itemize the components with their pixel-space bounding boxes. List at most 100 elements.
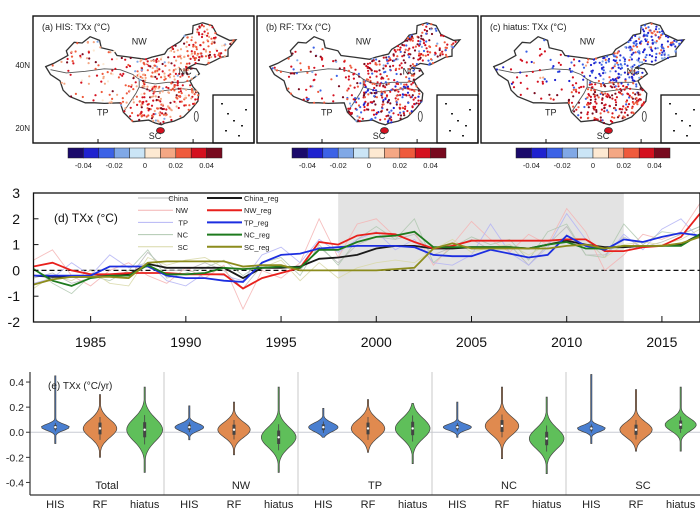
station-dot <box>129 115 132 118</box>
station-dot <box>230 41 233 44</box>
station-dot <box>371 82 374 85</box>
station-dot <box>287 75 291 78</box>
station-dot <box>376 81 379 84</box>
station-dot <box>353 72 356 75</box>
station-dot <box>620 92 623 96</box>
station-dot <box>603 84 606 87</box>
station-dot <box>154 95 157 98</box>
station-dot <box>632 82 635 85</box>
station-dot <box>51 64 54 67</box>
map-content <box>44 22 238 134</box>
station-dot <box>372 113 376 116</box>
station-dot <box>599 74 602 77</box>
station-dot <box>607 94 610 97</box>
station-dot <box>438 48 441 52</box>
station-dot <box>639 98 642 101</box>
station-dot <box>167 87 170 90</box>
station-dot <box>570 61 573 64</box>
violin-median <box>590 427 593 430</box>
hainan-island <box>604 127 613 134</box>
station-dot <box>320 56 323 59</box>
station-dot <box>146 62 149 65</box>
station-dot <box>372 109 375 112</box>
colorbar-label: -0.04 <box>75 161 92 170</box>
inset-island <box>465 125 467 127</box>
station-dot <box>627 103 631 106</box>
station-dot <box>372 89 375 92</box>
station-dot <box>415 102 418 105</box>
station-dot <box>669 43 672 46</box>
station-dot <box>404 93 407 96</box>
station-dot <box>621 108 624 111</box>
station-dot <box>151 66 154 70</box>
station-dot <box>180 92 183 95</box>
station-dot <box>136 70 139 73</box>
station-dot <box>390 109 393 112</box>
station-dot <box>178 72 181 75</box>
station-dot <box>417 89 420 92</box>
station-dot <box>70 50 73 53</box>
station-dot <box>387 114 390 117</box>
station-dot <box>287 87 290 90</box>
station-dot <box>614 109 618 112</box>
station-dot <box>600 108 604 111</box>
y-tick-label: -0.4 <box>6 477 24 489</box>
station-dot <box>314 54 317 58</box>
station-dot <box>525 61 528 64</box>
station-dot <box>131 119 134 122</box>
station-dot <box>157 95 160 99</box>
station-dot <box>410 110 413 113</box>
station-dot <box>208 24 211 27</box>
station-dot <box>110 72 113 75</box>
station-dot <box>191 95 194 98</box>
station-dot <box>583 105 586 109</box>
station-dot <box>389 58 392 62</box>
station-dot <box>372 100 376 103</box>
station-dot <box>421 31 424 34</box>
station-dot <box>317 90 320 93</box>
station-dot <box>170 82 173 85</box>
x-category-label: hiatus <box>532 499 562 511</box>
station-dot <box>417 36 420 39</box>
station-dot <box>586 96 589 99</box>
station-dot <box>615 88 618 91</box>
station-dot <box>364 91 368 94</box>
station-dot <box>660 49 663 52</box>
station-dot <box>410 35 414 38</box>
station-dot <box>614 103 618 107</box>
station-dot <box>438 47 441 50</box>
station-dot <box>586 103 589 106</box>
station-dot <box>595 109 598 112</box>
station-dot <box>407 49 410 52</box>
y-tick-label: 0.2 <box>9 402 24 414</box>
station-dot <box>412 57 415 60</box>
station-dot <box>633 63 636 67</box>
station-dot <box>388 117 391 120</box>
station-dot <box>156 71 159 74</box>
station-dot <box>148 89 151 92</box>
station-dot <box>87 62 90 65</box>
region-label-nc: NC <box>627 66 640 76</box>
station-dot <box>540 53 543 56</box>
station-dot <box>407 101 410 104</box>
station-dot <box>619 107 622 111</box>
station-dot <box>612 59 615 62</box>
station-dot <box>578 60 581 63</box>
station-dot <box>154 75 157 78</box>
station-dot <box>386 62 389 65</box>
station-dot <box>163 75 166 78</box>
region-label-nc: NC <box>179 66 192 76</box>
station-dot <box>660 43 664 46</box>
station-dot <box>658 27 661 30</box>
station-dot <box>618 59 622 62</box>
station-dot <box>571 84 574 87</box>
violin-median <box>366 427 370 430</box>
station-dot <box>373 86 376 90</box>
station-dot <box>572 105 575 108</box>
station-dot <box>343 60 346 63</box>
station-dot <box>349 64 352 67</box>
station-dot <box>418 50 421 53</box>
station-dot <box>124 84 127 87</box>
station-dot <box>101 72 104 75</box>
station-dot <box>661 51 664 54</box>
